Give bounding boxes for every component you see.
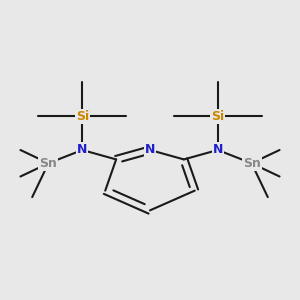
Text: Sn: Sn [243,157,260,170]
Text: N: N [77,143,88,157]
Text: N: N [212,143,223,157]
Text: Sn: Sn [40,157,57,170]
Text: Si: Si [76,110,89,123]
Text: Si: Si [211,110,224,123]
Text: N: N [145,143,155,157]
